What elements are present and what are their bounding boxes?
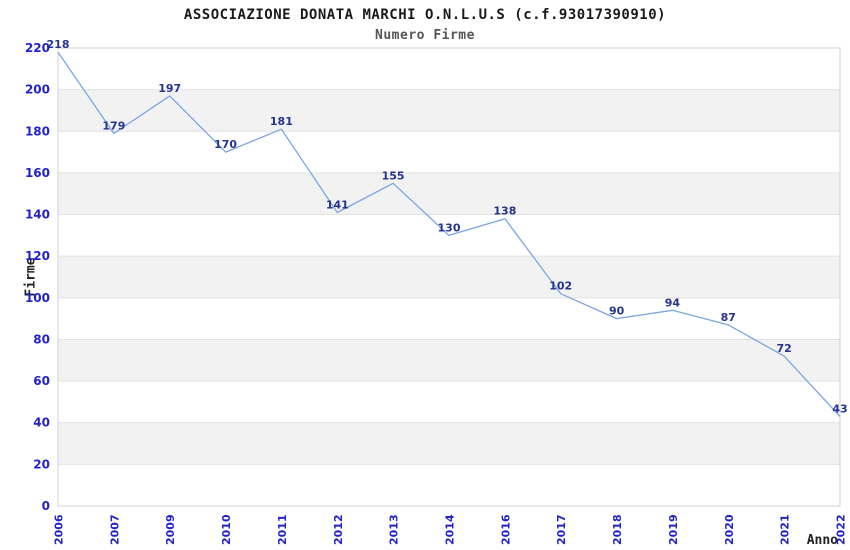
value-label: 170 <box>214 138 237 151</box>
series-line <box>57 51 841 417</box>
plot-border <box>57 47 841 507</box>
value-label: 72 <box>776 342 791 355</box>
y-tick-label: 200 <box>25 83 50 97</box>
x-axis-title: Anno <box>806 533 838 548</box>
x-tick-label: 2016 <box>499 514 512 545</box>
x-tick-label: 2019 <box>667 514 680 545</box>
chart-subtitle: Numero Firme <box>375 28 475 43</box>
x-tick-label: 2021 <box>779 514 792 545</box>
plot-band <box>58 339 840 382</box>
x-tick-label: 2010 <box>220 514 233 545</box>
y-tick-label: 140 <box>25 208 50 222</box>
x-tick-label: 2022 <box>835 514 848 545</box>
value-label: 90 <box>609 305 625 318</box>
x-tick-label: 2018 <box>611 514 624 545</box>
plot-band <box>58 172 840 215</box>
y-tick-label: 20 <box>33 457 50 471</box>
x-tick-label: 2020 <box>723 514 736 545</box>
plot-band <box>58 89 840 132</box>
y-tick-label: 180 <box>25 124 50 138</box>
value-label: 138 <box>493 205 516 218</box>
value-label: 141 <box>326 199 349 212</box>
y-tick-label: 60 <box>33 374 50 388</box>
value-label: 43 <box>832 403 847 416</box>
value-label: 87 <box>721 311 736 324</box>
value-label: 130 <box>438 221 461 234</box>
y-tick-label: 220 <box>25 41 50 55</box>
y-tick-label: 40 <box>33 416 50 430</box>
x-tick-label: 2009 <box>164 514 177 545</box>
value-label: 102 <box>549 280 572 293</box>
chart-title: ASSOCIAZIONE DONATA MARCHI O.N.L.U.S (c.… <box>183 7 667 23</box>
y-tick-label: 0 <box>42 499 50 513</box>
x-tick-label: 2017 <box>555 514 568 545</box>
value-label: 218 <box>47 38 70 51</box>
value-label: 181 <box>270 115 293 128</box>
x-tick-label: 2011 <box>276 514 289 545</box>
x-tick-label: 2006 <box>53 514 66 545</box>
value-label: 155 <box>382 169 405 182</box>
y-tick-label: 100 <box>25 291 50 305</box>
value-label: 179 <box>102 119 125 132</box>
x-tick-label: 2007 <box>108 514 121 545</box>
plot-band <box>58 422 840 465</box>
x-tick-label: 2013 <box>388 514 401 545</box>
y-tick-label: 80 <box>33 333 50 347</box>
value-label: 197 <box>158 82 181 95</box>
plot-band <box>58 256 840 298</box>
x-tick-label: 2012 <box>332 514 345 545</box>
y-tick-label: 120 <box>25 249 50 263</box>
value-label: 94 <box>665 296 681 309</box>
x-tick-label: 2014 <box>444 514 457 545</box>
y-tick-label: 160 <box>25 166 50 180</box>
